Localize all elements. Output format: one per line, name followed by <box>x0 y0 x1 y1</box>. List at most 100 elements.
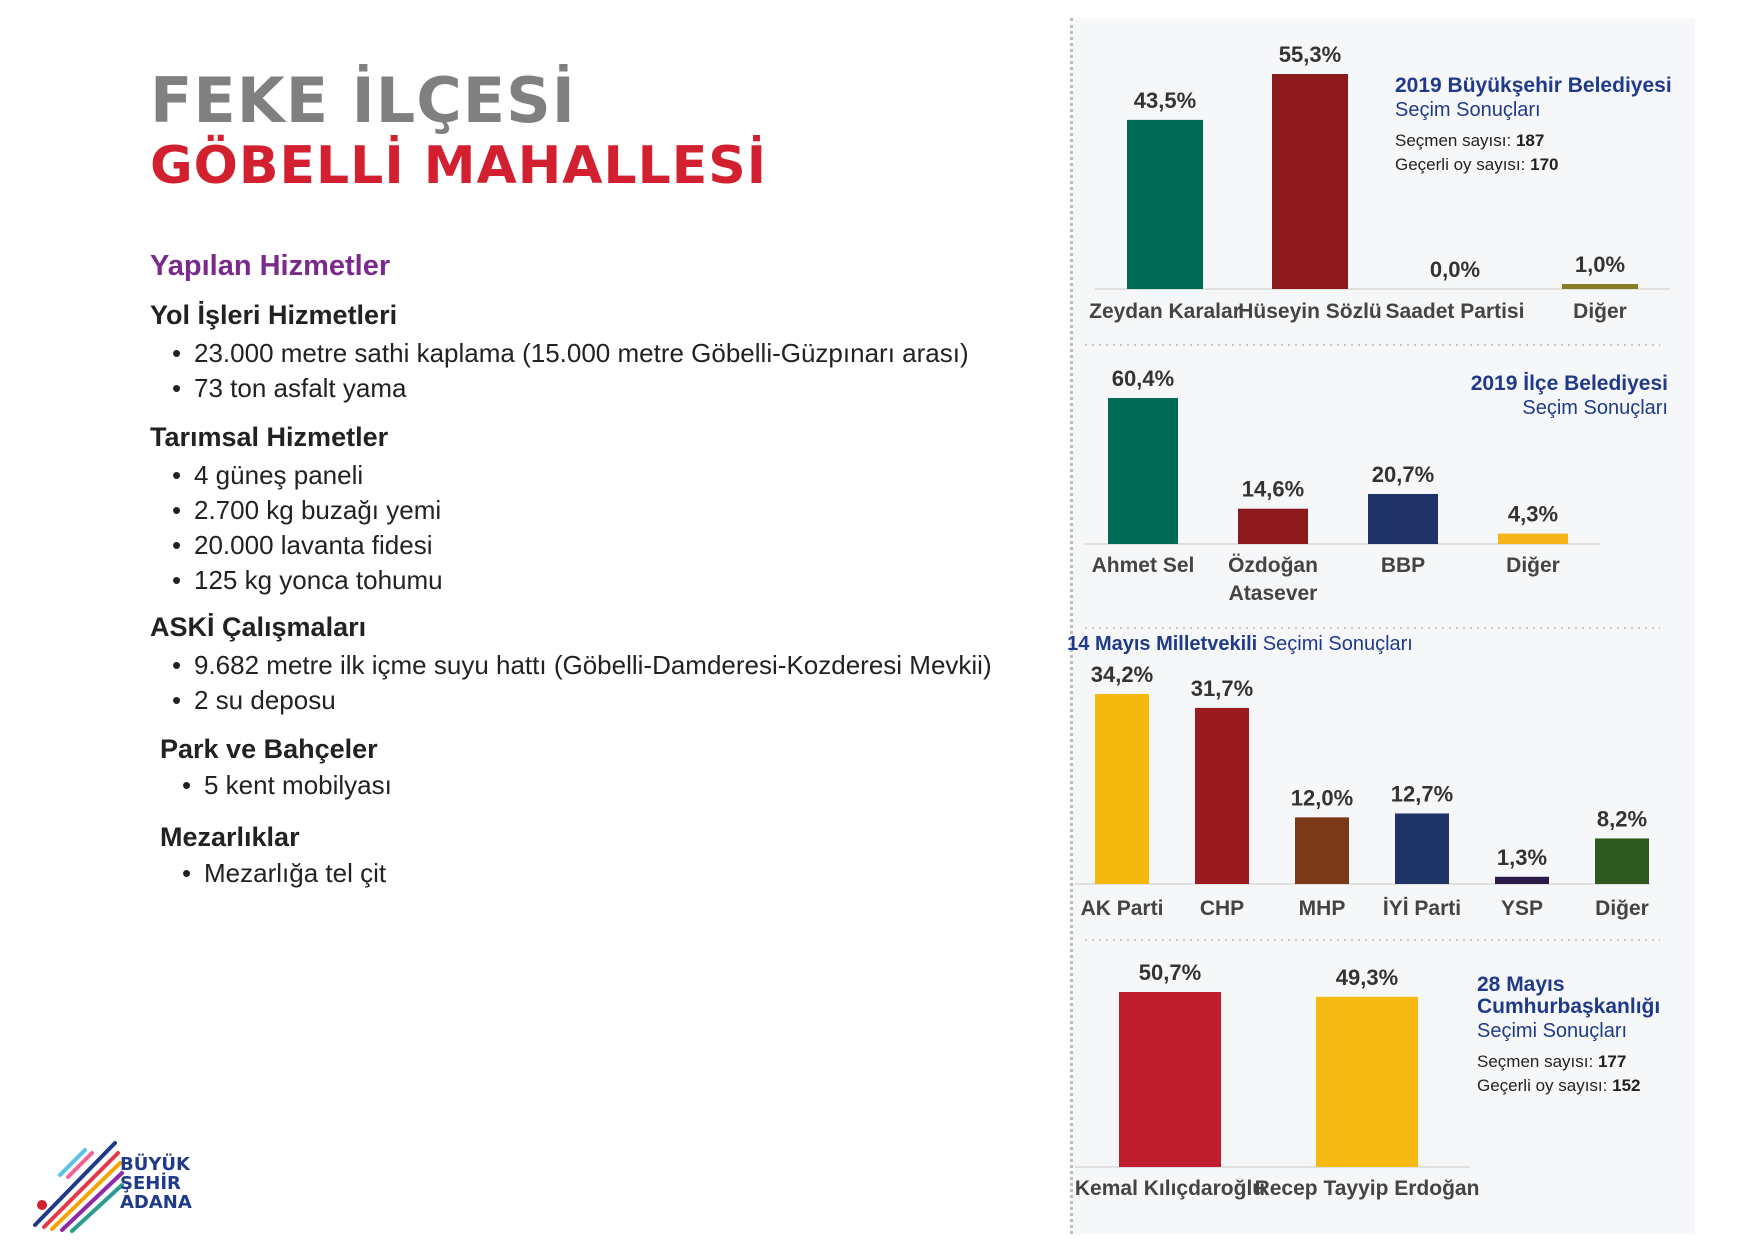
chart-2-category-label-2: MHP <box>1299 897 1346 920</box>
info-label: Geçerli oy sayısı: <box>1477 1076 1612 1095</box>
list-item: 73 ton asfalt yama <box>172 371 969 406</box>
chart-2-value-label-0: 34,2% <box>1091 662 1153 687</box>
chart-1-bar-3 <box>1498 533 1568 544</box>
section-title-cemeteries: Mezarlıklar <box>160 822 300 852</box>
chart-1-subtitle: Seçim Sonuçları <box>1522 397 1668 419</box>
services-heading: Yapılan Hizmetler <box>150 250 391 282</box>
chart-1-bar-0 <box>1108 398 1178 544</box>
chart-0-category-label-3: Diğer <box>1573 300 1627 323</box>
list-item: 4 güneş paneli <box>172 458 443 493</box>
list-item: 125 kg yonca tohumu <box>172 563 443 598</box>
chart-2-category-label-5: Diğer <box>1595 897 1649 920</box>
chart-2-bar-2 <box>1295 817 1349 884</box>
info-label: Seçmen sayısı: <box>1477 1052 1598 1071</box>
chart-0-category-label-1: Hüseyin Sözlü <box>1238 300 1382 323</box>
chart-0-info-1: Geçerli oy sayısı: 170 <box>1395 155 1558 174</box>
list-item: 9.682 metre ilk içme suyu hattı (Göbelli… <box>172 648 992 683</box>
adana-logo-icon <box>33 1141 124 1233</box>
chart-3-info-0: Seçmen sayısı: 177 <box>1477 1052 1626 1071</box>
chart-3-title-line1: 28 Mayıs <box>1477 973 1565 996</box>
neighborhood-title: GÖBELLİ MAHALLESİ <box>150 136 768 196</box>
chart-title-main: 14 Mayıs Milletvekili <box>1067 633 1263 655</box>
left-content: FEKE İLÇESİ GÖBELLİ MAHALLESİ Yapılan Hi… <box>0 0 1000 1241</box>
section-title-parks: Park ve Bahçeler <box>160 734 378 764</box>
section-list-road: 23.000 metre sathi kaplama (15.000 metre… <box>172 336 969 406</box>
chart-1-category-label-2: BBP <box>1381 554 1425 577</box>
chart-2-category-label-1: CHP <box>1200 897 1244 920</box>
chart-1-value-label-2: 20,7% <box>1372 462 1434 487</box>
list-item: 2.700 kg buzağı yemi <box>172 493 443 528</box>
section-title-road: Yol İşleri Hizmetleri <box>150 300 398 330</box>
chart-3-info-1: Geçerli oy sayısı: 152 <box>1477 1076 1640 1095</box>
list-item: 20.000 lavanta fidesi <box>172 528 443 563</box>
chart-0-title: 2019 Büyükşehir Belediyesi <box>1395 74 1672 97</box>
logo-text: BÜYÜK ŞEHİR ADANA <box>120 1155 192 1212</box>
chart-2-value-label-4: 1,3% <box>1497 845 1547 870</box>
chart-3-bar-1 <box>1316 996 1418 1167</box>
info-value: 177 <box>1598 1052 1626 1071</box>
section-list-parks: 5 kent mobilyası <box>182 768 392 803</box>
logo-line: BÜYÜK <box>120 1154 190 1175</box>
chart-0-value-label-1: 55,3% <box>1279 42 1341 67</box>
district-title: FEKE İLÇESİ <box>150 64 576 137</box>
chart-1-category-label-1-b: Atasever <box>1229 582 1318 605</box>
info-value: 152 <box>1612 1076 1640 1095</box>
chart-1-category-label-1: Özdoğan <box>1228 554 1318 577</box>
list-item: Mezarlığa tel çit <box>182 856 386 891</box>
chart-3-subtitle: Seçimi Sonuçları <box>1477 1020 1627 1042</box>
chart-3-title-line2: Cumhurbaşkanlığı <box>1477 995 1660 1018</box>
chart-1-value-label-1: 14,6% <box>1242 477 1304 502</box>
chart-2-category-label-3: İYİ Parti <box>1383 897 1461 920</box>
chart-2-bar-1 <box>1195 707 1249 884</box>
chart-0-bar-0 <box>1127 119 1203 289</box>
chart-1-value-label-0: 60,4% <box>1112 366 1174 391</box>
list-item: 5 kent mobilyası <box>182 768 392 803</box>
chart-0-subtitle: Seçim Sonuçları <box>1395 99 1541 121</box>
chart-2-title: 14 Mayıs Milletvekili Seçimi Sonuçları <box>1067 633 1413 655</box>
chart-0-category-label-2: Saadet Partisi <box>1386 300 1525 323</box>
chart-2-category-label-4: YSP <box>1501 897 1543 920</box>
logo-line: ŞEHİR <box>120 1173 181 1194</box>
chart-3-value-label-1: 49,3% <box>1336 965 1398 990</box>
chart-2-category-label-0: AK Parti <box>1081 897 1164 920</box>
logo-line: ADANA <box>120 1192 192 1213</box>
info-label: Seçmen sayısı: <box>1395 131 1516 150</box>
section-list-agriculture: 4 güneş paneli 2.700 kg buzağı yemi 20.0… <box>172 458 443 598</box>
section-title-aski: ASKİ Çalışmaları <box>150 612 367 642</box>
chart-0-bar-1 <box>1272 74 1348 289</box>
chart-0-info-0: Seçmen sayısı: 187 <box>1395 131 1544 150</box>
info-value: 187 <box>1516 131 1544 150</box>
section-title-agriculture: Tarımsal Hizmetler <box>150 422 389 452</box>
chart-2-value-label-2: 12,0% <box>1291 785 1353 810</box>
chart-0-value-label-2: 0,0% <box>1430 257 1480 282</box>
info-label: Geçerli oy sayısı: <box>1395 155 1530 174</box>
info-value: 170 <box>1530 155 1558 174</box>
section-list-cemeteries: Mezarlığa tel çit <box>182 856 386 891</box>
chart-2-value-label-1: 31,7% <box>1191 676 1253 701</box>
chart-2-bar-4 <box>1495 876 1549 884</box>
chart-1-value-label-3: 4,3% <box>1508 502 1558 527</box>
chart-3-value-label-0: 50,7% <box>1139 960 1201 985</box>
chart-3-bar-0 <box>1119 992 1221 1167</box>
chart-1-bar-2 <box>1368 493 1438 544</box>
chart-2-bar-5 <box>1595 838 1649 884</box>
chart-0-value-label-3: 1,0% <box>1575 252 1625 277</box>
chart-1-category-label-0: Ahmet Sel <box>1092 554 1195 577</box>
chart-2-value-label-3: 12,7% <box>1391 781 1453 806</box>
chart-1-category-label-3: Diğer <box>1506 554 1560 577</box>
chart-2-bar-3 <box>1395 813 1449 884</box>
chart-title-sub: Seçimi Sonuçları <box>1263 633 1413 655</box>
chart-1-title: 2019 İlçe Belediyesi <box>1471 372 1668 395</box>
chart-0-bar-3 <box>1562 284 1638 289</box>
chart-3-category-label-0: Kemal Kılıçdaroğlu <box>1075 1177 1265 1200</box>
chart-2-bar-0 <box>1095 694 1149 884</box>
chart-3-category-label-1: Recep Tayyip Erdoğan <box>1255 1177 1480 1200</box>
list-item: 2 su deposu <box>172 683 992 718</box>
section-list-aski: 9.682 metre ilk içme suyu hattı (Göbelli… <box>172 648 992 718</box>
chart-0-category-label-0: Zeydan Karalar <box>1089 300 1241 323</box>
chart-2-value-label-5: 8,2% <box>1597 806 1647 831</box>
list-item: 23.000 metre sathi kaplama (15.000 metre… <box>172 336 969 371</box>
chart-0-value-label-0: 43,5% <box>1134 88 1196 113</box>
chart-1-bar-1 <box>1238 508 1308 544</box>
